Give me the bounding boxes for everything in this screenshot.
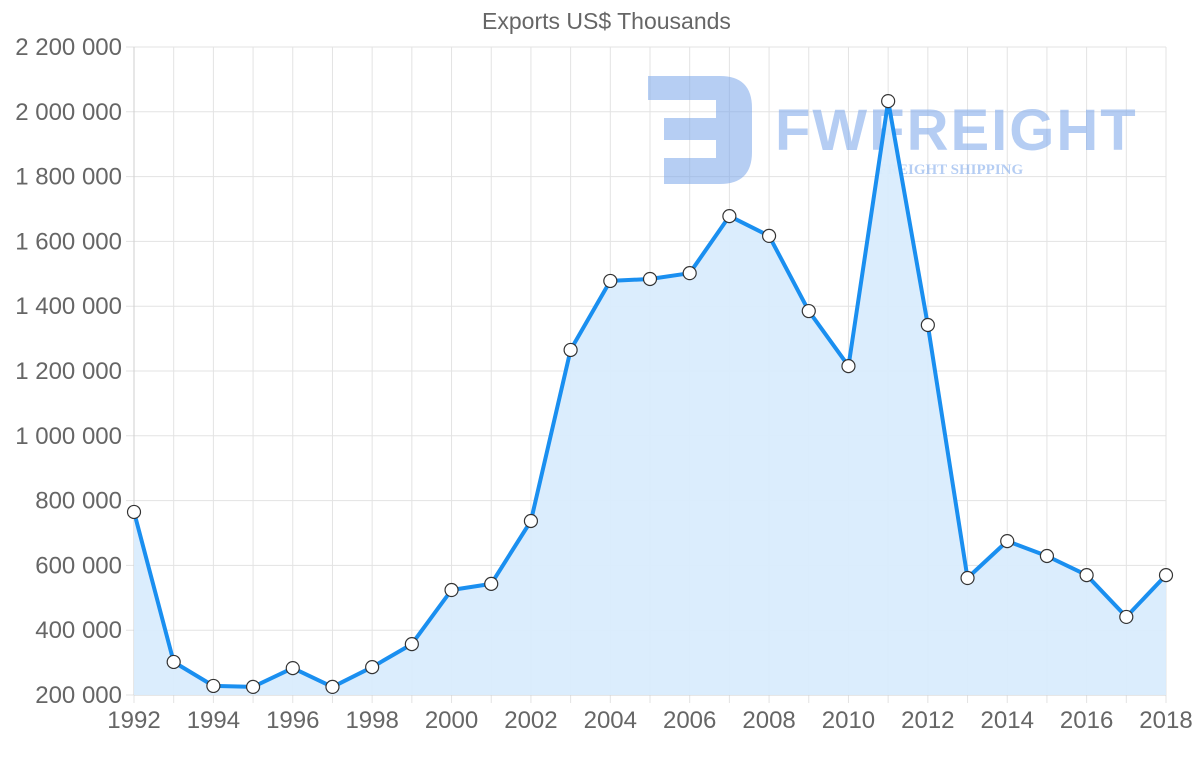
data-point[interactable] [404,637,419,652]
data-point[interactable] [444,582,459,598]
data-point[interactable] [722,209,737,224]
x-tick-label: 1996 [266,707,319,734]
logo-mark-icon [648,76,752,184]
y-tick-label: 1 000 000 [15,423,122,450]
data-point[interactable] [642,271,658,287]
x-tick-label: 2000 [425,707,478,734]
data-point[interactable] [563,342,578,358]
data-point[interactable] [881,94,896,109]
data-point[interactable] [1158,568,1174,583]
x-tick-label: 2002 [504,707,557,734]
watermark-tagline: FREIGHT SHIPPING [878,162,1023,178]
data-point[interactable] [1039,548,1055,564]
data-point[interactable] [126,504,142,520]
watermark-brand: FWFREIGHT [775,98,1138,163]
x-tick-label: 2004 [584,707,637,734]
y-tick-label: 2 200 000 [15,34,122,61]
x-tick-label: 2014 [981,707,1034,734]
data-point[interactable] [1079,568,1094,583]
x-tick-label: 2018 [1139,707,1192,734]
x-tick-label: 1992 [107,707,160,734]
data-point[interactable] [841,359,856,374]
x-tick-label: 2016 [1060,707,1113,734]
y-tick-label: 200 000 [35,682,122,709]
data-point[interactable] [523,513,539,529]
y-tick-label: 400 000 [35,617,122,644]
data-point[interactable] [801,303,816,319]
data-point[interactable] [1000,533,1015,549]
data-point[interactable] [682,266,697,281]
y-tick-label: 600 000 [35,552,122,579]
y-tick-label: 800 000 [35,488,122,515]
data-points [126,94,1174,695]
data-point[interactable] [1119,609,1134,625]
area-fill [134,101,1166,696]
data-point[interactable] [484,576,499,591]
y-axis-ticks: 2 200 000 2 000 000 1 800 000 1 600 000 1 40… [15,34,122,709]
x-axis-ticks: 1992 1994 1996 1998 2000 2002 2004 2006 2008 2010… [107,707,1192,734]
data-point[interactable] [325,679,340,695]
y-tick-label: 1 200 000 [15,358,122,385]
x-tick-label: 2008 [742,707,795,734]
data-point[interactable] [761,228,777,243]
watermark-logo: FWFREIGHT FREIGHT SHIPPING [648,76,1138,184]
data-point[interactable] [960,570,975,586]
data-point[interactable] [285,661,300,676]
x-tick-label: 1994 [187,707,240,734]
y-tick-label: 1 800 000 [15,164,122,191]
x-tick-label: 1998 [345,707,398,734]
data-point[interactable] [206,678,221,694]
y-tick-label: 1 600 000 [15,228,122,255]
data-point[interactable] [365,660,380,675]
data-point[interactable] [245,679,261,695]
x-tick-label: 2010 [822,707,875,734]
data-point[interactable] [920,317,935,333]
chart-title: Exports US$ Thousands [482,8,731,34]
y-tick-label: 2 000 000 [15,99,122,126]
x-tick-label: 2012 [901,707,954,734]
y-tick-label: 1 400 000 [15,293,122,320]
data-point[interactable] [166,654,181,670]
data-point[interactable] [603,273,618,289]
x-tick-label: 2006 [663,707,716,734]
